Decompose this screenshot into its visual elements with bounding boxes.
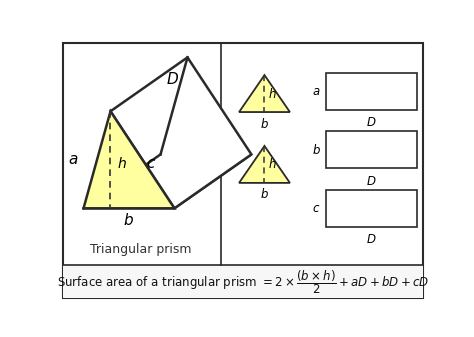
Text: $c$: $c$ (146, 156, 156, 171)
Polygon shape (239, 75, 290, 112)
Polygon shape (83, 154, 251, 208)
Bar (63, 265, 423, 298)
Bar (326, 190, 417, 227)
Polygon shape (110, 57, 251, 208)
Text: $h$: $h$ (268, 87, 277, 100)
Text: $D$: $D$ (366, 116, 377, 129)
Text: $b$: $b$ (260, 117, 269, 131)
Text: $D$: $D$ (165, 71, 179, 87)
Bar (326, 131, 417, 168)
Text: Triangular prism: Triangular prism (90, 243, 191, 256)
Text: $b$: $b$ (260, 187, 269, 202)
Text: $a$: $a$ (68, 152, 79, 167)
Text: $D$: $D$ (366, 175, 377, 188)
Text: $h$: $h$ (268, 157, 277, 172)
Text: $b$: $b$ (124, 212, 135, 228)
Polygon shape (83, 111, 174, 208)
Text: $c$: $c$ (312, 202, 321, 215)
Bar (326, 73, 417, 110)
Text: $h$: $h$ (117, 156, 127, 171)
Polygon shape (239, 146, 290, 183)
Text: $D$: $D$ (366, 233, 377, 246)
Text: $b$: $b$ (312, 143, 321, 157)
Text: Surface area of a triangular prism $= 2 \times \dfrac{(b \times h)}{2} + aD + bD: Surface area of a triangular prism $= 2 … (57, 268, 429, 296)
Text: $a$: $a$ (312, 85, 321, 98)
